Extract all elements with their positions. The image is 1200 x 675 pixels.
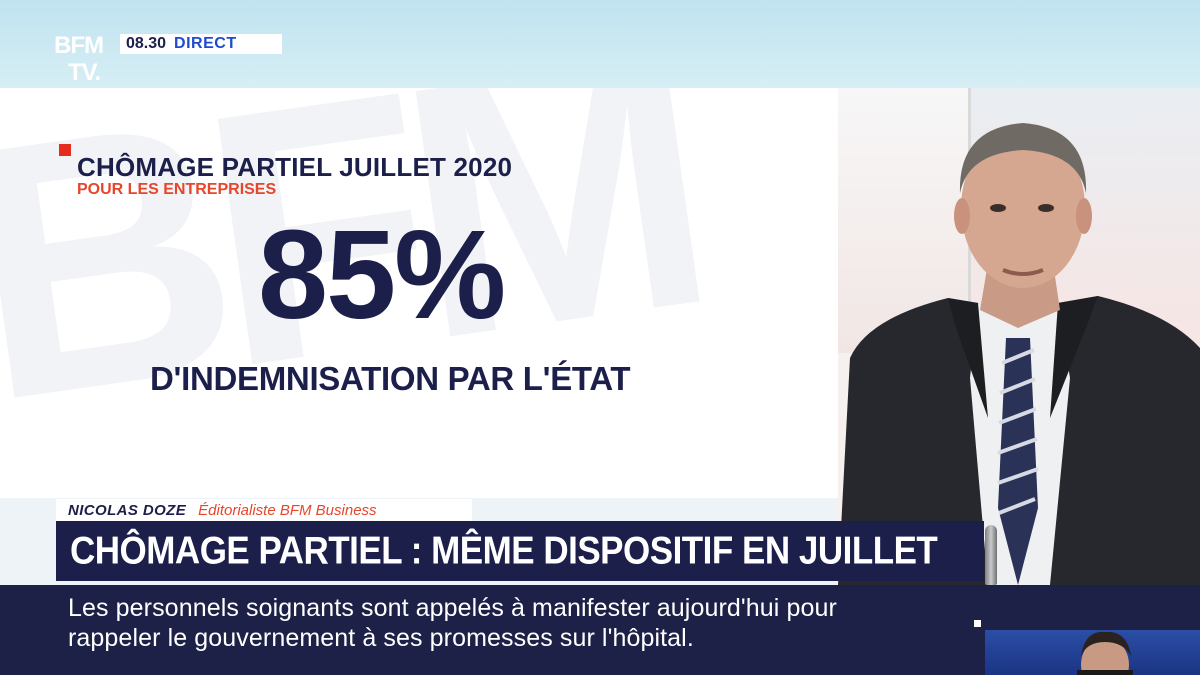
graphic-big-value: 85% [258, 204, 506, 345]
graphic-subtitle: POUR LES ENTREPRISES [77, 181, 277, 198]
live-badge: 08.30 DIRECT [120, 34, 282, 54]
picture-in-picture [985, 630, 1200, 675]
clock-time: 08.30 [126, 35, 167, 52]
graphic-panel: BFM [0, 88, 838, 498]
ticker-line-2: rappeler le gouvernement à ses promesses… [68, 624, 694, 652]
name-strap: NICOLAS DOZE Éditorialiste BFM Business [56, 499, 472, 521]
speaker-role: Éditorialiste BFM Business [198, 501, 377, 519]
logo-line-1: BFM [54, 32, 104, 59]
ticker-line-1: Les personnels soignants sont appelés à … [68, 594, 837, 622]
pip-person-image [1077, 631, 1133, 675]
news-ticker: Les personnels soignants sont appelés à … [0, 585, 1200, 675]
speaker-name: NICOLAS DOZE [68, 501, 187, 519]
headline-text: CHÔMAGE PARTIEL : MÊME DISPOSITIF EN JUI… [70, 528, 938, 573]
presenter-image [838, 123, 1200, 585]
ticker-dot [974, 620, 981, 627]
red-square-marker [59, 144, 71, 156]
microphone [985, 525, 997, 585]
live-label: DIRECT [174, 35, 237, 52]
graphic-caption: D'INDEMNISATION PAR L'ÉTAT [150, 360, 631, 397]
logo-line-2: TV. [68, 59, 101, 86]
headline-strap: CHÔMAGE PARTIEL : MÊME DISPOSITIF EN JUI… [56, 521, 984, 581]
graphic-title: CHÔMAGE PARTIEL JUILLET 2020 [77, 152, 513, 182]
channel-logo: BFM TV. [54, 32, 114, 86]
